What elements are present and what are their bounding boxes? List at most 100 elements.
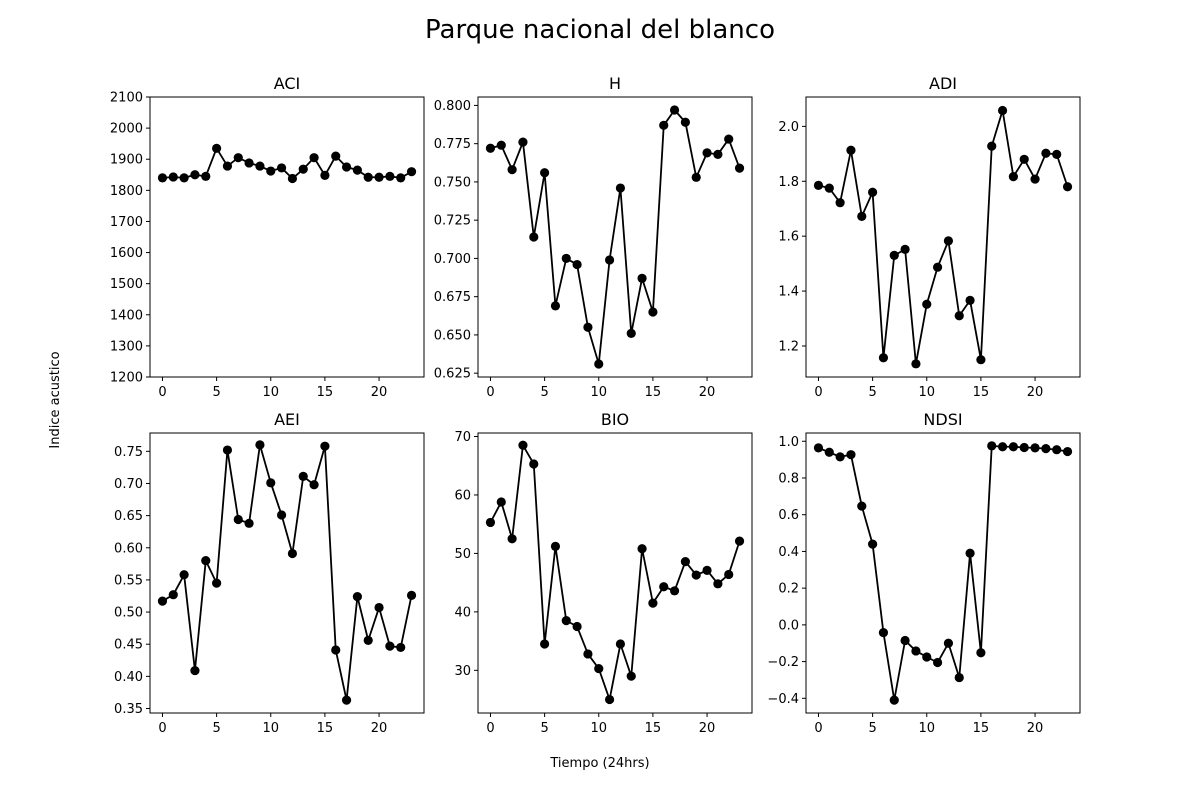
y-tick-label: −0.4 [767, 692, 799, 707]
y-tick-label: 0.40 [114, 670, 143, 685]
series-line [161, 443, 413, 702]
x-tick-label: 15 [645, 385, 662, 400]
y-tick-label: 0.65 [114, 509, 143, 524]
data-point [889, 250, 899, 260]
data-point [572, 259, 582, 270]
x-tick-label: 0 [158, 721, 166, 736]
data-point [550, 541, 561, 552]
data-point [406, 590, 417, 600]
data-point [287, 548, 298, 559]
data-point [341, 162, 352, 172]
y-tick-label: 1700 [110, 215, 143, 230]
data-point [868, 187, 878, 197]
data-point [507, 165, 517, 175]
data-point [320, 441, 330, 451]
series-line [162, 147, 412, 180]
axes-frame [477, 96, 753, 378]
subplot-h: H 0 5 10 15 20 0.625 0.650 0.675 0.700 0.725 0.750 0… [434, 74, 753, 400]
x-tick-label: 5 [540, 385, 548, 400]
data-point [385, 641, 395, 651]
axes-frame [149, 432, 425, 714]
y-tick-label: 0.0 [778, 618, 799, 633]
data-point [244, 518, 254, 528]
data-point [583, 649, 593, 659]
data-point [255, 161, 265, 171]
x-tick-label: 5 [868, 721, 876, 736]
series-line [490, 109, 741, 365]
y-tick-label: 0.55 [114, 573, 143, 588]
data-point [932, 657, 943, 668]
y-tick-label: 1.6 [778, 230, 799, 245]
data-point [374, 172, 384, 182]
x-tick-label: 15 [317, 385, 334, 400]
x-tick-label: 0 [486, 385, 494, 400]
data-point [637, 544, 647, 554]
series-line [818, 444, 1068, 702]
data-point [518, 137, 528, 147]
axes-frame [805, 432, 1081, 714]
y-tick-label: 0.70 [114, 477, 143, 492]
y-tick-label: 60 [454, 488, 471, 503]
y-tick-label: 1600 [110, 246, 143, 261]
y-tick-label: 1400 [110, 308, 143, 323]
y-tick-label: 0.675 [434, 290, 471, 305]
data-point [233, 153, 243, 163]
data-point [363, 172, 373, 182]
x-tick-label: 20 [371, 385, 388, 400]
data-point [374, 602, 384, 613]
data-point [168, 590, 178, 600]
y-tick-label: 0.650 [434, 328, 471, 343]
data-point [222, 445, 233, 455]
data-point [331, 151, 341, 161]
data-point [529, 232, 539, 242]
subplot-title: H [609, 74, 621, 93]
y-tick-label: 0.750 [434, 175, 471, 190]
data-point [857, 501, 867, 511]
y-tick-label: 0.60 [114, 541, 143, 556]
data-point [900, 635, 910, 646]
data-point [987, 441, 997, 451]
data-point [276, 510, 287, 520]
subplot-title: BIO [601, 410, 629, 429]
y-tick-label: 2100 [110, 91, 143, 106]
figure-x-label: Tiempo (24hrs) [549, 756, 649, 771]
data-point [965, 295, 975, 306]
data-point [813, 443, 824, 453]
x-tick-label: 20 [1027, 385, 1044, 400]
data-point [331, 645, 341, 655]
subplot-adi: ADI 0 5 10 15 20 1.2 1.4 1.6 1.8 2.0 [778, 74, 1081, 400]
subplot-title: NDSI [923, 410, 962, 429]
data-point [1041, 444, 1051, 454]
subplot-ndsi: NDSI 0 5 10 15 20 −0.4 −0.2 0.0 0.2 0.4 0.6 0.8 1.0 [767, 410, 1081, 736]
data-point [626, 328, 636, 338]
data-point [911, 359, 921, 369]
data-point [615, 639, 626, 649]
data-point [813, 180, 824, 190]
data-point [680, 117, 690, 127]
data-point [889, 695, 899, 705]
data-point [997, 442, 1008, 452]
series-line [489, 444, 741, 701]
data-point [734, 536, 745, 546]
data-point [900, 244, 910, 254]
data-point [659, 582, 669, 592]
data-point [954, 672, 964, 683]
data-point [507, 534, 517, 544]
data-point [835, 198, 845, 208]
y-tick-label: 40 [454, 605, 471, 620]
data-point [540, 168, 550, 178]
data-point [976, 648, 986, 658]
data-point [922, 299, 932, 309]
data-point [320, 170, 330, 180]
data-point [287, 173, 298, 184]
data-point [396, 173, 406, 183]
data-point [190, 665, 200, 676]
data-point [846, 450, 856, 460]
data-point [857, 211, 867, 222]
data-point [1041, 148, 1051, 158]
x-tick-label: 20 [1027, 721, 1044, 736]
y-tick-label: 1.2 [778, 339, 799, 354]
data-point [179, 570, 189, 580]
y-tick-label: 0.75 [114, 445, 143, 460]
y-tick-label: 1.4 [778, 285, 799, 300]
